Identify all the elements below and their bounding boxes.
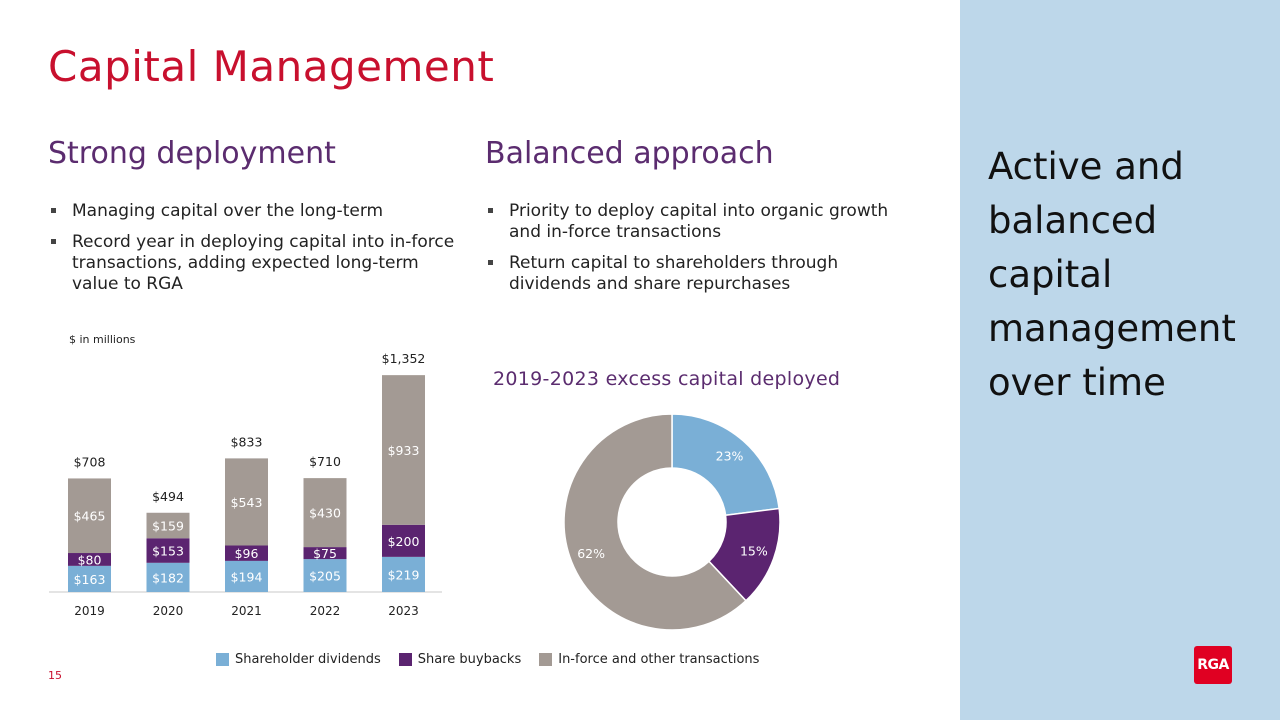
bar-segment: [146, 512, 190, 539]
segment-value-label: $543: [231, 495, 263, 510]
legend-swatch: [539, 653, 553, 666]
legend-item-buybacks: Share buybacks: [398, 652, 522, 667]
bar-segment: [68, 565, 111, 592]
bar-total-label: $708: [74, 454, 106, 469]
bar-segment: [303, 478, 347, 548]
segment-value-label: $80: [78, 552, 102, 567]
segment-value-label: $159: [152, 519, 184, 534]
segment-value-label: $182: [152, 570, 184, 585]
segment-value-label: $75: [313, 546, 337, 561]
bar-segment: [303, 547, 347, 560]
rga-logo: RGA: [1194, 646, 1232, 684]
segment-value-label: $465: [74, 509, 106, 524]
page-number: 15: [48, 669, 62, 682]
bar-segment: [146, 562, 190, 592]
list-item: Record year in deploying capital into in…: [48, 232, 458, 295]
legend-label: Share buybacks: [417, 652, 522, 667]
bar-segment: [68, 553, 111, 566]
segment-value-label: $153: [152, 544, 184, 559]
slice-value-label: 62%: [577, 546, 605, 561]
bar-total-label: $710: [309, 454, 341, 469]
balanced-approach-list: Priority to deploy capital into organic …: [485, 201, 895, 305]
stacked-bar-chart: $163 $80 $465 $708 2019 $182 $153 $159 $494 2020 $…: [49, 351, 442, 618]
legend-item-inforce: In-force and other transactions: [539, 652, 759, 667]
x-tick-label: 2021: [231, 604, 262, 618]
donut-slice: [671, 413, 780, 517]
units-note: $ in millions: [69, 333, 136, 346]
strong-deployment-list: Managing capital over the long-term Reco…: [48, 201, 458, 305]
segment-value-label: $194: [231, 569, 263, 584]
legend-swatch: [216, 653, 229, 666]
bar-segment: [146, 538, 190, 563]
sidebar-panel: Active and balanced capital management o…: [960, 0, 1280, 720]
segment-value-label: $96: [235, 546, 259, 561]
chart-legend: Shareholder dividends Share buybacks In-…: [216, 652, 759, 667]
bar-segment: [382, 375, 425, 525]
segment-value-label: $205: [309, 569, 341, 584]
bar-segment: [382, 524, 425, 557]
bar-segment: [303, 559, 347, 592]
x-tick-label: 2020: [153, 604, 184, 618]
list-item: Return capital to shareholders through d…: [485, 253, 895, 295]
segment-value-label: $430: [309, 506, 341, 521]
bar-total-label: $494: [152, 489, 184, 504]
x-tick-label: 2019: [74, 604, 105, 618]
segment-value-label: $933: [388, 443, 420, 458]
slice-value-label: 23%: [716, 449, 744, 464]
donut-chart: 23% 15% 62%: [563, 413, 781, 631]
page-title: Capital Management: [48, 42, 495, 91]
bar-segment: [382, 556, 425, 592]
balanced-approach-heading: Balanced approach: [485, 136, 774, 171]
segment-value-label: $219: [388, 567, 420, 582]
bar-segment: [225, 545, 268, 561]
bar-segment: [225, 458, 268, 546]
legend-label: In-force and other transactions: [558, 652, 760, 667]
legend-label: Shareholder dividends: [235, 652, 381, 667]
bar-segment: [68, 478, 111, 554]
strong-deployment-heading: Strong deployment: [48, 136, 336, 171]
x-tick-label: 2023: [388, 604, 419, 618]
legend-item-dividends: Shareholder dividends: [216, 652, 381, 667]
bar-total-label: $833: [231, 434, 263, 449]
donut-chart-title: 2019-2023 excess capital deployed: [493, 368, 841, 390]
x-tick-label: 2022: [310, 604, 341, 618]
list-item: Managing capital over the long-term: [48, 201, 458, 222]
segment-value-label: $200: [388, 534, 420, 549]
bar-total-label: $1,352: [382, 351, 426, 366]
sidebar-statement: Active and balanced capital management o…: [988, 145, 1236, 404]
bar-segment: [225, 560, 268, 592]
list-item: Priority to deploy capital into organic …: [485, 201, 895, 243]
segment-value-label: $163: [74, 572, 106, 587]
donut-slice: [563, 413, 747, 631]
legend-swatch: [398, 653, 412, 666]
slice-value-label: 15%: [740, 543, 768, 558]
